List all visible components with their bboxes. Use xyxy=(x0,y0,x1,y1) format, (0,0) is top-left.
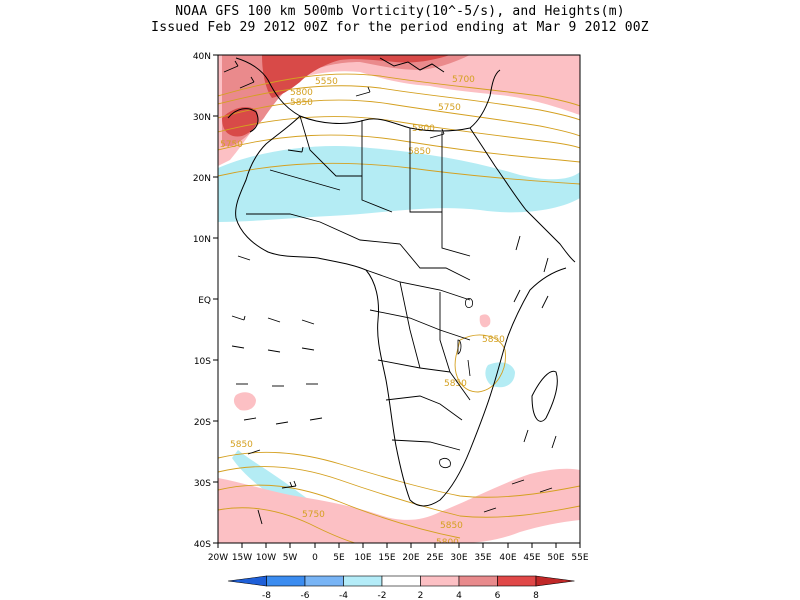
colorbar-swatch xyxy=(458,575,498,587)
lon-label: 20W xyxy=(208,553,228,563)
height-label: 5800 xyxy=(412,124,435,134)
colorbar-label: -8 xyxy=(262,591,271,600)
lon-label: 10W xyxy=(256,553,276,563)
lon-label: 40E xyxy=(499,553,516,563)
height-contours xyxy=(218,73,580,543)
lon-label: 35E xyxy=(474,553,491,563)
map-area: 5550 5700 5800 5850 5750 5800 5750 5850 … xyxy=(218,55,580,548)
colorbar-swatch xyxy=(304,575,344,587)
colorbar-label: -4 xyxy=(339,591,348,600)
colorbar-swatch xyxy=(497,575,537,587)
pos-vorticity-west xyxy=(233,392,256,411)
lat-label: 20S xyxy=(194,418,211,428)
height-label: 5800 xyxy=(436,538,459,548)
colorbar-label: 2 xyxy=(418,591,424,600)
lat-label: 30S xyxy=(194,479,211,489)
lon-label: 25E xyxy=(426,553,443,563)
wind-barbs xyxy=(223,60,557,525)
height-label: 5850 xyxy=(482,335,505,345)
lat-label: 30N xyxy=(193,113,211,123)
lat-label: EQ xyxy=(198,296,211,306)
height-label: 5700 xyxy=(452,75,475,85)
lon-label: 15E xyxy=(378,553,395,563)
height-label: 5550 xyxy=(315,77,338,87)
height-label: 5750 xyxy=(302,510,325,520)
lon-label: 5E xyxy=(333,553,345,563)
lon-label: 20E xyxy=(402,553,419,563)
lon-ticks xyxy=(217,543,581,548)
chart-title-line1: NOAA GFS 100 km 500mb Vorticity(10^-5/s)… xyxy=(175,4,625,19)
colorbar-swatch xyxy=(343,575,383,587)
height-label: 5850 xyxy=(230,440,253,450)
lakes xyxy=(439,298,473,468)
pos-vorticity-east xyxy=(479,314,491,328)
colorbar-label: -6 xyxy=(301,591,310,600)
colorbar-swatch xyxy=(381,575,421,587)
colorbar: -8 -6 -4 -2 2 4 6 8 xyxy=(227,575,575,600)
colorbar-swatch xyxy=(535,575,575,587)
lon-label: 55E xyxy=(571,553,588,563)
height-label: 5850 xyxy=(408,147,431,157)
lon-label: 30E xyxy=(450,553,467,563)
neg-vorticity-band xyxy=(218,146,580,222)
lon-label: 5W xyxy=(283,553,298,563)
lat-ticks xyxy=(213,54,218,544)
lon-label: 0 xyxy=(312,553,318,563)
height-label: 5750 xyxy=(438,103,461,113)
height-label: 5850 xyxy=(440,521,463,531)
neg-vorticity-mozambique xyxy=(485,362,515,388)
coastlines xyxy=(227,57,576,507)
lat-label: 40S xyxy=(194,540,211,550)
colorbar-swatch xyxy=(420,575,460,587)
height-label: 5800 xyxy=(290,88,313,98)
pos-vorticity-strong xyxy=(262,55,450,98)
colorbar-label: 4 xyxy=(456,591,462,600)
lat-label: 40N xyxy=(193,52,211,62)
colorbar-label: -2 xyxy=(378,591,387,600)
lon-label: 15W xyxy=(232,553,252,563)
colorbar-label: 8 xyxy=(533,591,539,600)
height-label: 5750 xyxy=(220,140,243,150)
colorbar-label: 6 xyxy=(495,591,501,600)
lon-label: 50E xyxy=(547,553,564,563)
chart-title-line2: Issued Feb 29 2012 00Z for the period en… xyxy=(151,20,649,35)
pos-vorticity-north xyxy=(218,55,580,166)
country-borders xyxy=(246,115,471,451)
lon-label: 45E xyxy=(523,553,540,563)
colorbar-swatch xyxy=(266,575,306,587)
pos-vorticity-south xyxy=(218,468,580,543)
height-label: 5850 xyxy=(444,379,467,389)
lat-label: 10S xyxy=(194,357,211,367)
height-label: 5850 xyxy=(290,98,313,108)
colorbar-swatch xyxy=(227,575,267,587)
lat-label: 20N xyxy=(193,174,211,184)
lat-label: 10N xyxy=(193,235,211,245)
lon-label: 10E xyxy=(354,553,371,563)
